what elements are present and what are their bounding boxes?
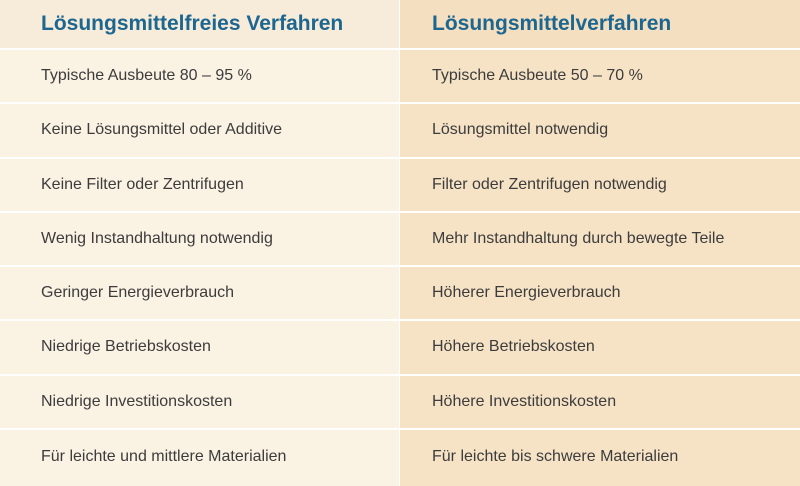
table-cell: Typische Ausbeute 80 – 95 % xyxy=(0,50,399,105)
table-cell: Niedrige Investitionskosten xyxy=(0,376,399,430)
table-cell: Typische Ausbeute 50 – 70 % xyxy=(400,50,800,105)
column-solvent: Lösungsmittelverfahren Typische Ausbeute… xyxy=(400,0,800,486)
table-cell: Keine Filter oder Zentrifugen xyxy=(0,159,399,213)
column-divider xyxy=(399,0,400,486)
table-cell: Niedrige Betriebskosten xyxy=(0,321,399,376)
table-cell: Lösungsmittel notwendig xyxy=(400,104,800,159)
table-cell: Keine Lösungsmittel oder Additive xyxy=(0,104,399,159)
column-header-solvent: Lösungsmittelverfahren xyxy=(400,0,800,50)
table-cell: Für leichte bis schwere Materialien xyxy=(432,447,679,465)
column-header-solvent-free: Lösungsmittelfreies Verfahren xyxy=(0,0,399,50)
table-cell: Höhere Betriebskosten xyxy=(400,321,800,376)
table-cell: Höherer Energieverbrauch xyxy=(400,267,800,322)
table-cell: Höhere Investitionskosten xyxy=(400,376,800,430)
table-cell: Filter oder Zentrifugen notwendig xyxy=(400,159,800,213)
table-cell: Geringer Energieverbrauch xyxy=(0,267,399,322)
table-cell: Wenig Instandhaltung notwendig xyxy=(0,213,399,267)
table-cell: Für leichte und mittlere Materialien xyxy=(41,447,287,465)
column-solvent-free: Lösungsmittelfreies Verfahren Typische A… xyxy=(0,0,399,486)
table-cell: Mehr Instandhaltung durch bewegte Teile xyxy=(400,213,800,267)
